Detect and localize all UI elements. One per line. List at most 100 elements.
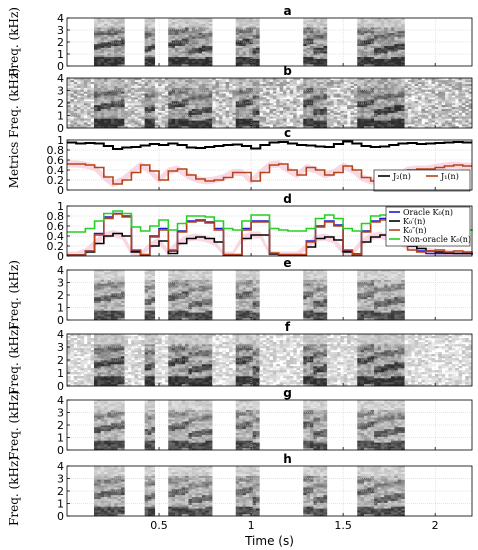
spectrogram-cell	[202, 32, 206, 35]
spectrogram-cell	[198, 79, 203, 83]
spectrogram-cell	[158, 101, 162, 104]
spectrogram-cell	[266, 85, 270, 88]
spectrogram-cell	[208, 40, 213, 43]
spectrogram-cell	[296, 85, 301, 88]
spectrogram-cell	[404, 110, 409, 113]
spectrogram-cell	[67, 99, 71, 102]
spectrogram-cell	[87, 83, 91, 86]
spectrogram-cell	[340, 112, 345, 115]
spectrogram-cell	[323, 104, 328, 108]
spectrogram-cell	[222, 78, 226, 81]
spectrogram-cell	[154, 118, 159, 121]
spectrogram-cell	[360, 32, 365, 35]
spectrogram-cell	[114, 30, 118, 34]
spectrogram-cell	[208, 45, 213, 48]
spectrogram-cell	[171, 308, 176, 311]
spectrogram-cell	[276, 124, 280, 127]
spectrogram-cell	[134, 104, 139, 108]
spectrogram-cell	[178, 64, 183, 67]
spectrogram-cell	[83, 87, 88, 90]
spectrogram-cell	[80, 108, 85, 111]
spectrogram-cell	[97, 27, 102, 30]
spectrogram-cell	[225, 87, 230, 90]
spectrogram-cell	[401, 64, 405, 67]
spectrogram-cell	[114, 40, 118, 43]
spectrogram-cell	[239, 43, 243, 46]
spectrogram-cell	[468, 83, 473, 86]
spectrogram-cell	[330, 104, 334, 108]
spectrogram-cell	[104, 87, 108, 90]
spectrogram-cell	[374, 47, 378, 50]
spectrogram-cell	[205, 287, 210, 290]
spectrogram-cell	[171, 316, 176, 319]
spectrogram-cell	[299, 81, 304, 85]
spectrogram-cell	[181, 45, 186, 48]
spectrogram-cell	[185, 60, 189, 63]
spectrogram-cell	[151, 19, 156, 22]
spectrogram-cell	[303, 58, 307, 61]
spectrogram-cell	[245, 116, 250, 119]
spectrogram-cell	[208, 112, 213, 115]
spectrogram-cell	[208, 103, 213, 106]
spectrogram-cell	[394, 103, 399, 106]
spectrogram-cell	[458, 81, 463, 85]
spectrogram-cell	[269, 103, 274, 106]
spectrogram-cell	[148, 32, 152, 35]
spectrogram-cell	[212, 87, 216, 90]
spectrogram-cell	[83, 104, 88, 108]
spectrogram-cell	[259, 99, 264, 102]
spectrogram-cell	[218, 83, 223, 86]
spectrogram-cell	[198, 19, 203, 22]
spectrogram-cell	[293, 103, 297, 106]
spectrogram-cell	[337, 104, 341, 108]
spectrogram-cell	[438, 89, 442, 92]
spectrogram-cell	[448, 116, 453, 119]
spectrogram-cell	[245, 42, 250, 45]
spectrogram-cell	[323, 101, 328, 104]
spectrogram-cell	[94, 124, 98, 127]
spectrogram-cell	[77, 101, 81, 104]
spectrogram-cell	[94, 270, 98, 273]
spectrogram-cell	[202, 112, 206, 115]
spectrogram-cell	[178, 116, 183, 119]
spectrogram-cell	[380, 78, 385, 81]
spectrogram-cell	[313, 19, 318, 22]
spectrogram-cell	[418, 87, 422, 90]
spectrogram-cell	[218, 87, 223, 90]
spectrogram-cell	[414, 124, 419, 127]
spectrogram-cell	[107, 283, 112, 286]
spectrogram-cell	[168, 60, 172, 63]
spectrogram-cell	[181, 285, 186, 288]
spectrogram-cell	[188, 295, 193, 298]
spectrogram-cell	[343, 118, 348, 121]
spectrogram-cell	[181, 108, 186, 111]
spectrogram-cell	[245, 126, 250, 129]
spectrogram-cell	[168, 285, 172, 288]
spectrogram-cell	[340, 99, 345, 102]
spectrogram-cell	[195, 302, 199, 305]
spectrogram-cell	[148, 116, 152, 119]
spectrogram-cell	[303, 116, 307, 119]
spectrogram-cell	[380, 95, 385, 98]
spectrogram-cell	[269, 104, 274, 108]
spectrogram-cell	[87, 85, 91, 88]
spectrogram-cell	[161, 91, 166, 94]
spectrogram-cell	[114, 83, 118, 86]
spectrogram-cell	[191, 124, 196, 127]
spectrogram-cell	[114, 112, 118, 115]
spectrogram-cell	[80, 97, 85, 100]
spectrogram-cell	[330, 103, 334, 106]
spectrogram-cell	[391, 91, 395, 94]
spectrogram-cell	[306, 126, 311, 129]
spectrogram-cell	[424, 95, 429, 98]
spectrogram-cell	[202, 79, 206, 83]
spectrogram-cell	[178, 81, 183, 85]
spectrogram-cell	[104, 30, 108, 34]
spectrogram-cell	[249, 112, 253, 115]
spectrogram-cell	[360, 56, 365, 59]
spectrogram-cell	[151, 58, 156, 61]
spectrogram-cell	[198, 310, 203, 313]
spectrogram-cell	[83, 103, 88, 106]
spectrogram-cell	[94, 34, 98, 37]
spectrogram-cell	[151, 32, 156, 35]
